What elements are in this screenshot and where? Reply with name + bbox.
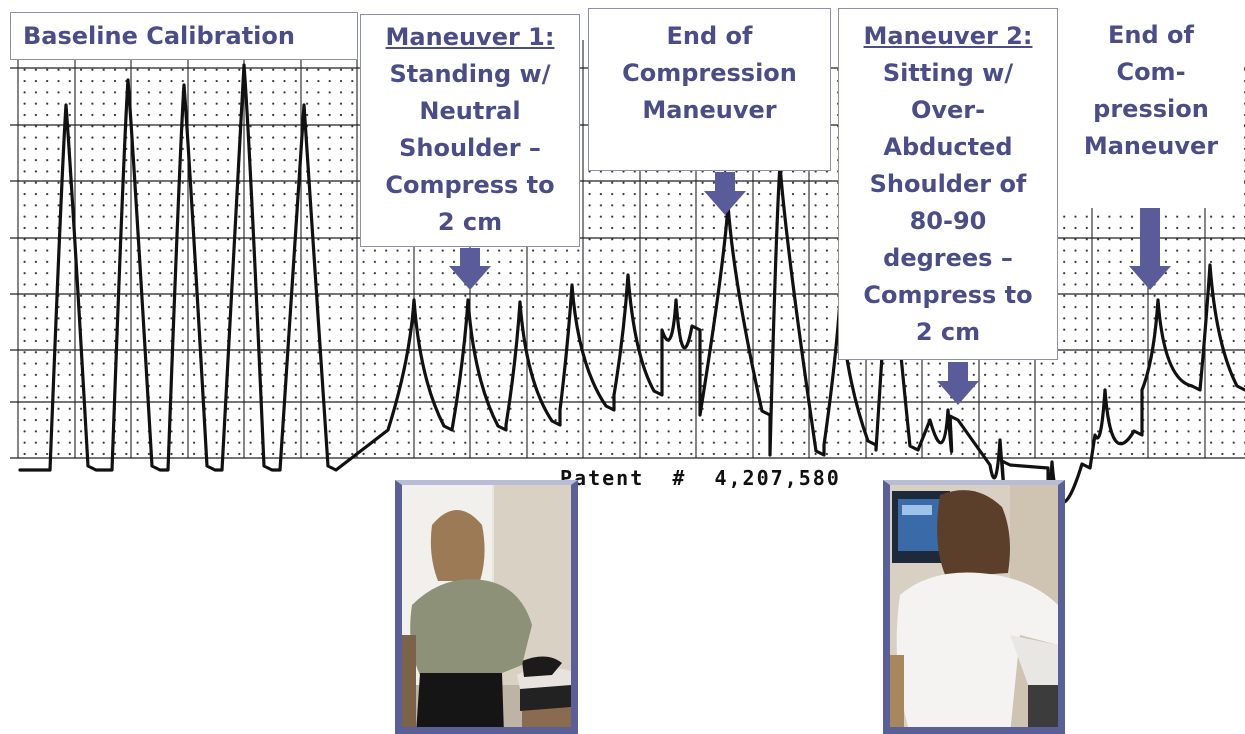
end-of-compression-2-label: End of Com- pression Maneuver	[1058, 8, 1244, 208]
maneuver-2-line: Abducted	[883, 133, 1013, 161]
grid-lines	[10, 40, 1245, 459]
photo-standing-image	[402, 485, 571, 727]
maneuver-2-line: 80-90	[909, 207, 987, 235]
maneuver-1-title: Maneuver 1:	[385, 23, 555, 51]
end-2-line: Maneuver	[1083, 132, 1219, 160]
end-2-line: Com-	[1116, 58, 1186, 86]
maneuver-2-line: 2 cm	[915, 318, 981, 346]
photo-sitting-maneuver	[883, 480, 1065, 734]
end-compression-2-arrow	[1129, 205, 1171, 290]
maneuver-1-line: Shoulder –	[399, 134, 541, 162]
maneuver-1-label: Maneuver 1: Standing w/ Neutral Shoulder…	[360, 14, 580, 247]
baseline-calibration-text: Baseline Calibration	[23, 22, 295, 50]
baseline-calibration-label: Baseline Calibration	[10, 12, 358, 60]
maneuver-2-line: Shoulder of	[869, 170, 1027, 198]
end-2-line: End of	[1108, 21, 1194, 49]
end-1-line: Compression	[622, 59, 797, 87]
maneuver-2-line: degrees –	[883, 244, 1013, 272]
end-of-compression-1-label: End of Compression Maneuver	[588, 8, 831, 171]
maneuver-1-line: Standing w/	[389, 60, 551, 88]
end-compression-1-arrow	[704, 172, 746, 215]
photo-standing-maneuver	[395, 480, 578, 734]
photo-sitting-image	[890, 485, 1058, 727]
maneuver-1-arrow	[449, 248, 491, 290]
patent-number: Patent # 4,207,580	[560, 466, 841, 490]
end-1-line: End of	[666, 22, 753, 50]
maneuver-1-line: Neutral	[419, 97, 521, 125]
maneuver-2-line: Over-	[910, 96, 986, 124]
maneuver-2-line: Compress to	[863, 281, 1033, 309]
maneuver-2-title: Maneuver 2:	[863, 22, 1033, 50]
maneuver-1-line: Compress to	[385, 171, 555, 199]
arrows	[449, 172, 1171, 405]
end-2-line: pression	[1093, 95, 1209, 123]
pressure-trace	[18, 63, 1245, 504]
maneuver-1-line: 2 cm	[437, 208, 503, 236]
maneuver-2-arrow	[937, 362, 979, 405]
maneuver-2-line: Sitting w/	[882, 59, 1014, 87]
end-1-line: Maneuver	[642, 96, 777, 124]
maneuver-2-label: Maneuver 2: Sitting w/ Over- Abducted Sh…	[838, 8, 1058, 360]
